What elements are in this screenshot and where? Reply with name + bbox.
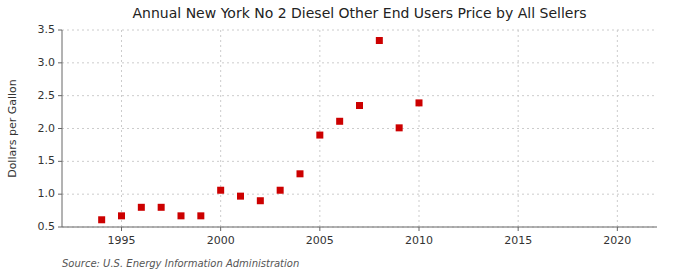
- x-tick: [518, 227, 519, 231]
- y-tick-label: 3.0: [38, 56, 56, 69]
- y-tick-label: 1.5: [38, 154, 56, 167]
- point: [356, 102, 363, 109]
- point: [217, 187, 224, 194]
- x-tick-label: 2020: [603, 234, 631, 247]
- point: [178, 212, 185, 219]
- x-grid-line: [518, 30, 519, 227]
- point: [297, 170, 304, 177]
- point: [277, 187, 284, 194]
- point: [396, 124, 403, 131]
- y-grid-line: [62, 194, 657, 195]
- x-tick: [319, 227, 320, 231]
- point: [118, 212, 125, 219]
- axes: 0.5 1.0 1.5 2.0 2.5 3.0 3.5 1995 2000 2005 2010 201…: [38, 23, 658, 247]
- y-axis-label: Dollars per Gallon: [6, 79, 19, 178]
- point: [138, 204, 145, 211]
- grid: [62, 30, 657, 227]
- point: [158, 204, 165, 211]
- x-tick-label: 2000: [207, 234, 235, 247]
- point: [316, 132, 323, 139]
- point: [197, 212, 204, 219]
- y-tick: [58, 128, 62, 129]
- point: [416, 99, 423, 106]
- x-tick: [121, 227, 122, 231]
- x-tick-label: 2015: [504, 234, 532, 247]
- x-tick: [617, 227, 618, 231]
- y-grid-line: [62, 95, 657, 96]
- y-tick: [58, 30, 62, 31]
- source-note: Source: U.S. Energy Information Administ…: [62, 258, 299, 269]
- point: [257, 197, 264, 204]
- chart: 0.5 1.0 1.5 2.0 2.5 3.0 3.5 1995 2000 2005 2010 201…: [0, 0, 675, 275]
- point: [98, 216, 105, 223]
- point: [336, 118, 343, 125]
- x-tick-label: 2010: [405, 234, 433, 247]
- y-grid-line: [62, 62, 657, 63]
- y-axis-line: [62, 30, 63, 227]
- y-tick-label: 2.0: [38, 122, 56, 135]
- y-tick: [58, 161, 62, 162]
- x-grid-line: [419, 30, 420, 227]
- y-grid-line: [62, 227, 657, 228]
- y-grid-line: [62, 161, 657, 162]
- x-grid-line: [617, 30, 618, 227]
- y-grid-line: [62, 30, 657, 31]
- y-tick: [58, 194, 62, 195]
- y-tick-label: 3.5: [38, 23, 56, 36]
- x-grid-line: [121, 30, 122, 227]
- x-grid-line: [319, 30, 320, 227]
- title: Annual New York No 2 Diesel Other End Us…: [133, 5, 587, 21]
- plot-area: [62, 30, 657, 227]
- y-tick-label: 0.5: [38, 220, 56, 233]
- y-tick: [58, 95, 62, 96]
- y-tick: [58, 227, 62, 228]
- x-axis-line: [62, 227, 657, 228]
- points: [98, 37, 422, 223]
- x-tick: [220, 227, 221, 231]
- x-tick-label: 1995: [108, 234, 136, 247]
- point: [376, 37, 383, 44]
- point: [237, 193, 244, 200]
- y-tick-label: 2.5: [38, 89, 56, 102]
- x-tick-label: 2005: [306, 234, 334, 247]
- y-grid-line: [62, 128, 657, 129]
- y-tick: [58, 62, 62, 63]
- y-tick-label: 1.0: [38, 187, 56, 200]
- x-grid-line: [220, 30, 221, 227]
- x-tick: [419, 227, 420, 231]
